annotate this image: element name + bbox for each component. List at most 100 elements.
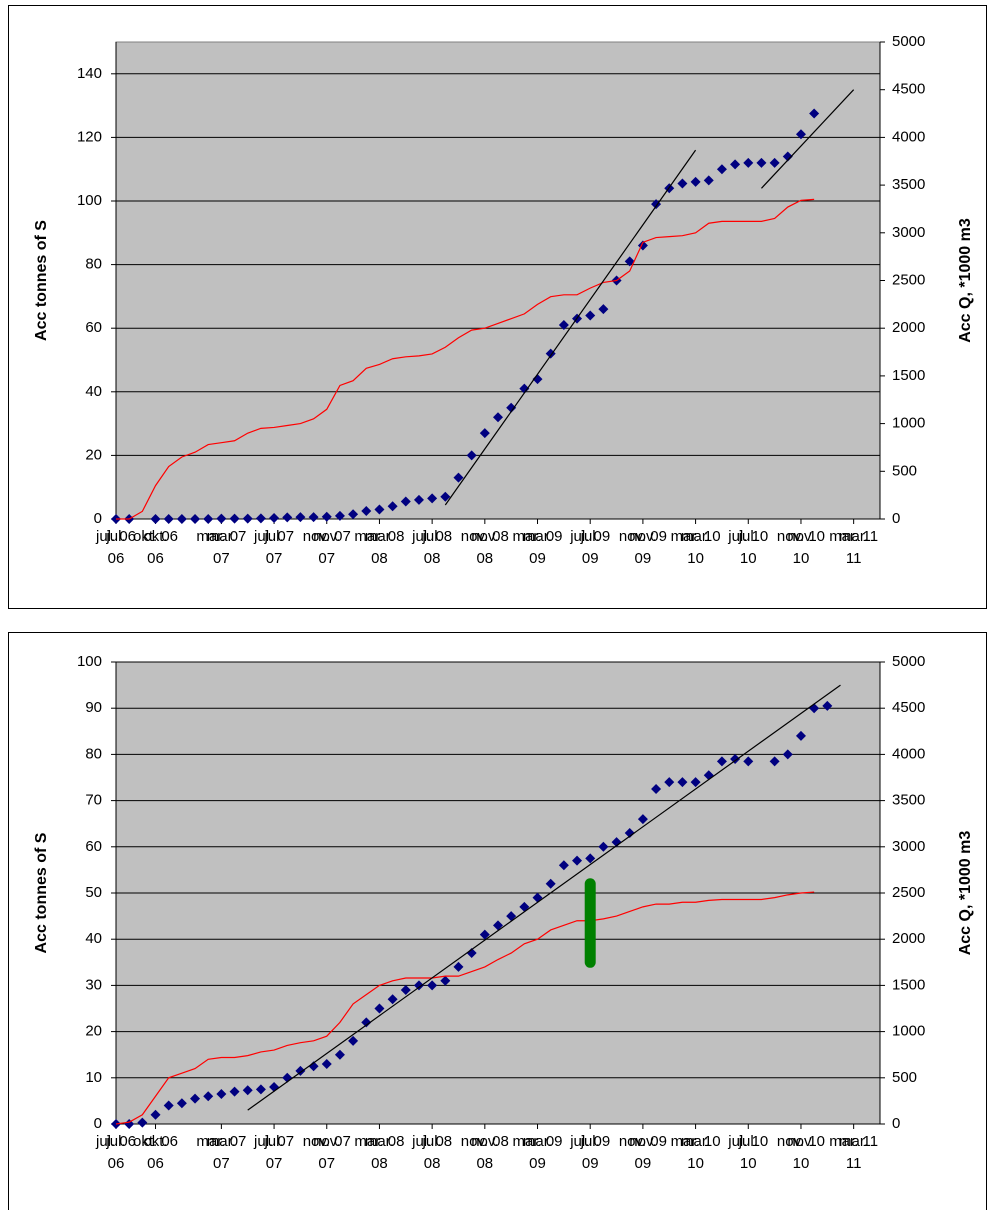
data-point bbox=[453, 472, 464, 483]
y-axis-title: Acc tonnes of S bbox=[33, 832, 50, 953]
data-point bbox=[440, 491, 451, 502]
data-point bbox=[203, 1091, 214, 1102]
y2-tick-label: 1500 bbox=[892, 367, 925, 384]
y-tick-label: 60 bbox=[85, 838, 102, 855]
data-point bbox=[651, 784, 662, 795]
y2-tick-label: 5000 bbox=[892, 653, 925, 670]
data-point bbox=[361, 1017, 372, 1028]
data-point bbox=[387, 501, 398, 512]
data-point bbox=[334, 510, 345, 521]
data-point bbox=[466, 450, 477, 461]
plot-area bbox=[115, 41, 881, 520]
flow-line bbox=[115, 891, 815, 1125]
data-point bbox=[769, 157, 780, 168]
data-point bbox=[703, 175, 714, 186]
y-tick-label: 140 bbox=[77, 65, 102, 82]
data-point bbox=[348, 1035, 359, 1046]
data-point bbox=[190, 514, 201, 524]
y2-tick-label: 3500 bbox=[892, 176, 925, 193]
data-point bbox=[255, 513, 266, 524]
y-axis-title: Acc tonnes of S bbox=[33, 220, 50, 341]
y2-axis-title: Acc Q, *1000 m3 bbox=[957, 831, 974, 956]
data-point bbox=[413, 980, 424, 991]
data-point bbox=[730, 159, 741, 170]
data-point bbox=[782, 749, 793, 760]
y2-tick-label: 2000 bbox=[892, 319, 925, 336]
data-point bbox=[387, 994, 398, 1005]
data-point bbox=[269, 513, 280, 524]
y2-tick-label: 500 bbox=[892, 462, 917, 479]
y2-tick-label: 1000 bbox=[892, 1023, 925, 1040]
y-tick-label: 100 bbox=[77, 192, 102, 209]
data-point bbox=[545, 878, 556, 889]
data-point bbox=[743, 157, 754, 168]
data-point bbox=[453, 961, 464, 972]
data-point bbox=[730, 754, 741, 765]
y2-tick-label: 2500 bbox=[892, 884, 925, 901]
data-point bbox=[466, 948, 477, 959]
y-tick-label: 90 bbox=[85, 699, 102, 716]
data-point bbox=[637, 814, 648, 825]
data-point bbox=[519, 383, 530, 394]
y-tick-label: 70 bbox=[85, 792, 102, 809]
data-point bbox=[321, 1058, 332, 1069]
trend-line bbox=[761, 89, 855, 189]
data-point bbox=[242, 513, 253, 524]
data-point bbox=[440, 975, 451, 986]
data-point bbox=[795, 730, 806, 741]
data-point bbox=[479, 929, 490, 940]
data-point bbox=[677, 178, 688, 189]
data-point bbox=[479, 428, 490, 439]
data-point bbox=[216, 1088, 227, 1099]
data-point bbox=[427, 493, 438, 504]
data-point bbox=[611, 837, 622, 848]
data-point bbox=[176, 1098, 187, 1109]
y-tick-label: 0 bbox=[94, 1115, 102, 1132]
data-point bbox=[321, 511, 332, 522]
data-point bbox=[664, 777, 675, 788]
y2-tick-label: 3000 bbox=[892, 838, 925, 855]
data-point bbox=[795, 129, 806, 140]
data-point bbox=[400, 496, 411, 507]
y-tick-label: 20 bbox=[85, 446, 102, 463]
data-point bbox=[203, 514, 214, 524]
y2-tick-label: 0 bbox=[892, 1115, 900, 1132]
data-point bbox=[163, 514, 174, 524]
y2-tick-label: 0 bbox=[892, 510, 900, 527]
data-point bbox=[598, 841, 609, 852]
trend-line bbox=[247, 684, 841, 1111]
data-point bbox=[295, 1065, 306, 1076]
data-point bbox=[308, 512, 319, 523]
data-point bbox=[624, 256, 635, 267]
data-point bbox=[216, 513, 227, 524]
data-point bbox=[716, 756, 727, 767]
y-tick-label: 0 bbox=[94, 510, 102, 527]
data-point bbox=[756, 157, 767, 168]
y2-tick-label: 1000 bbox=[892, 415, 925, 432]
y-tick-label: 50 bbox=[85, 884, 102, 901]
y2-tick-label: 4000 bbox=[892, 745, 925, 762]
data-point bbox=[809, 108, 820, 119]
y-tick-label: 10 bbox=[85, 1069, 102, 1086]
data-point bbox=[769, 756, 780, 767]
y2-tick-label: 5000 bbox=[892, 33, 925, 50]
data-point bbox=[624, 827, 635, 838]
data-point bbox=[400, 985, 411, 996]
y2-tick-label: 4000 bbox=[892, 128, 925, 145]
y2-tick-label: 3500 bbox=[892, 792, 925, 809]
data-point bbox=[572, 855, 583, 866]
data-point bbox=[506, 911, 517, 922]
data-point bbox=[137, 1117, 148, 1128]
y-tick-label: 20 bbox=[85, 1023, 102, 1040]
y-tick-label: 30 bbox=[85, 976, 102, 993]
data-point bbox=[176, 514, 187, 524]
data-point bbox=[743, 756, 754, 767]
data-point bbox=[585, 853, 596, 864]
y2-axis-title: Acc Q, *1000 m3 bbox=[957, 218, 974, 343]
data-point bbox=[150, 1109, 161, 1120]
data-point bbox=[282, 512, 293, 523]
data-point bbox=[493, 920, 503, 931]
y2-tick-label: 4500 bbox=[892, 699, 925, 716]
data-point bbox=[190, 1093, 201, 1104]
